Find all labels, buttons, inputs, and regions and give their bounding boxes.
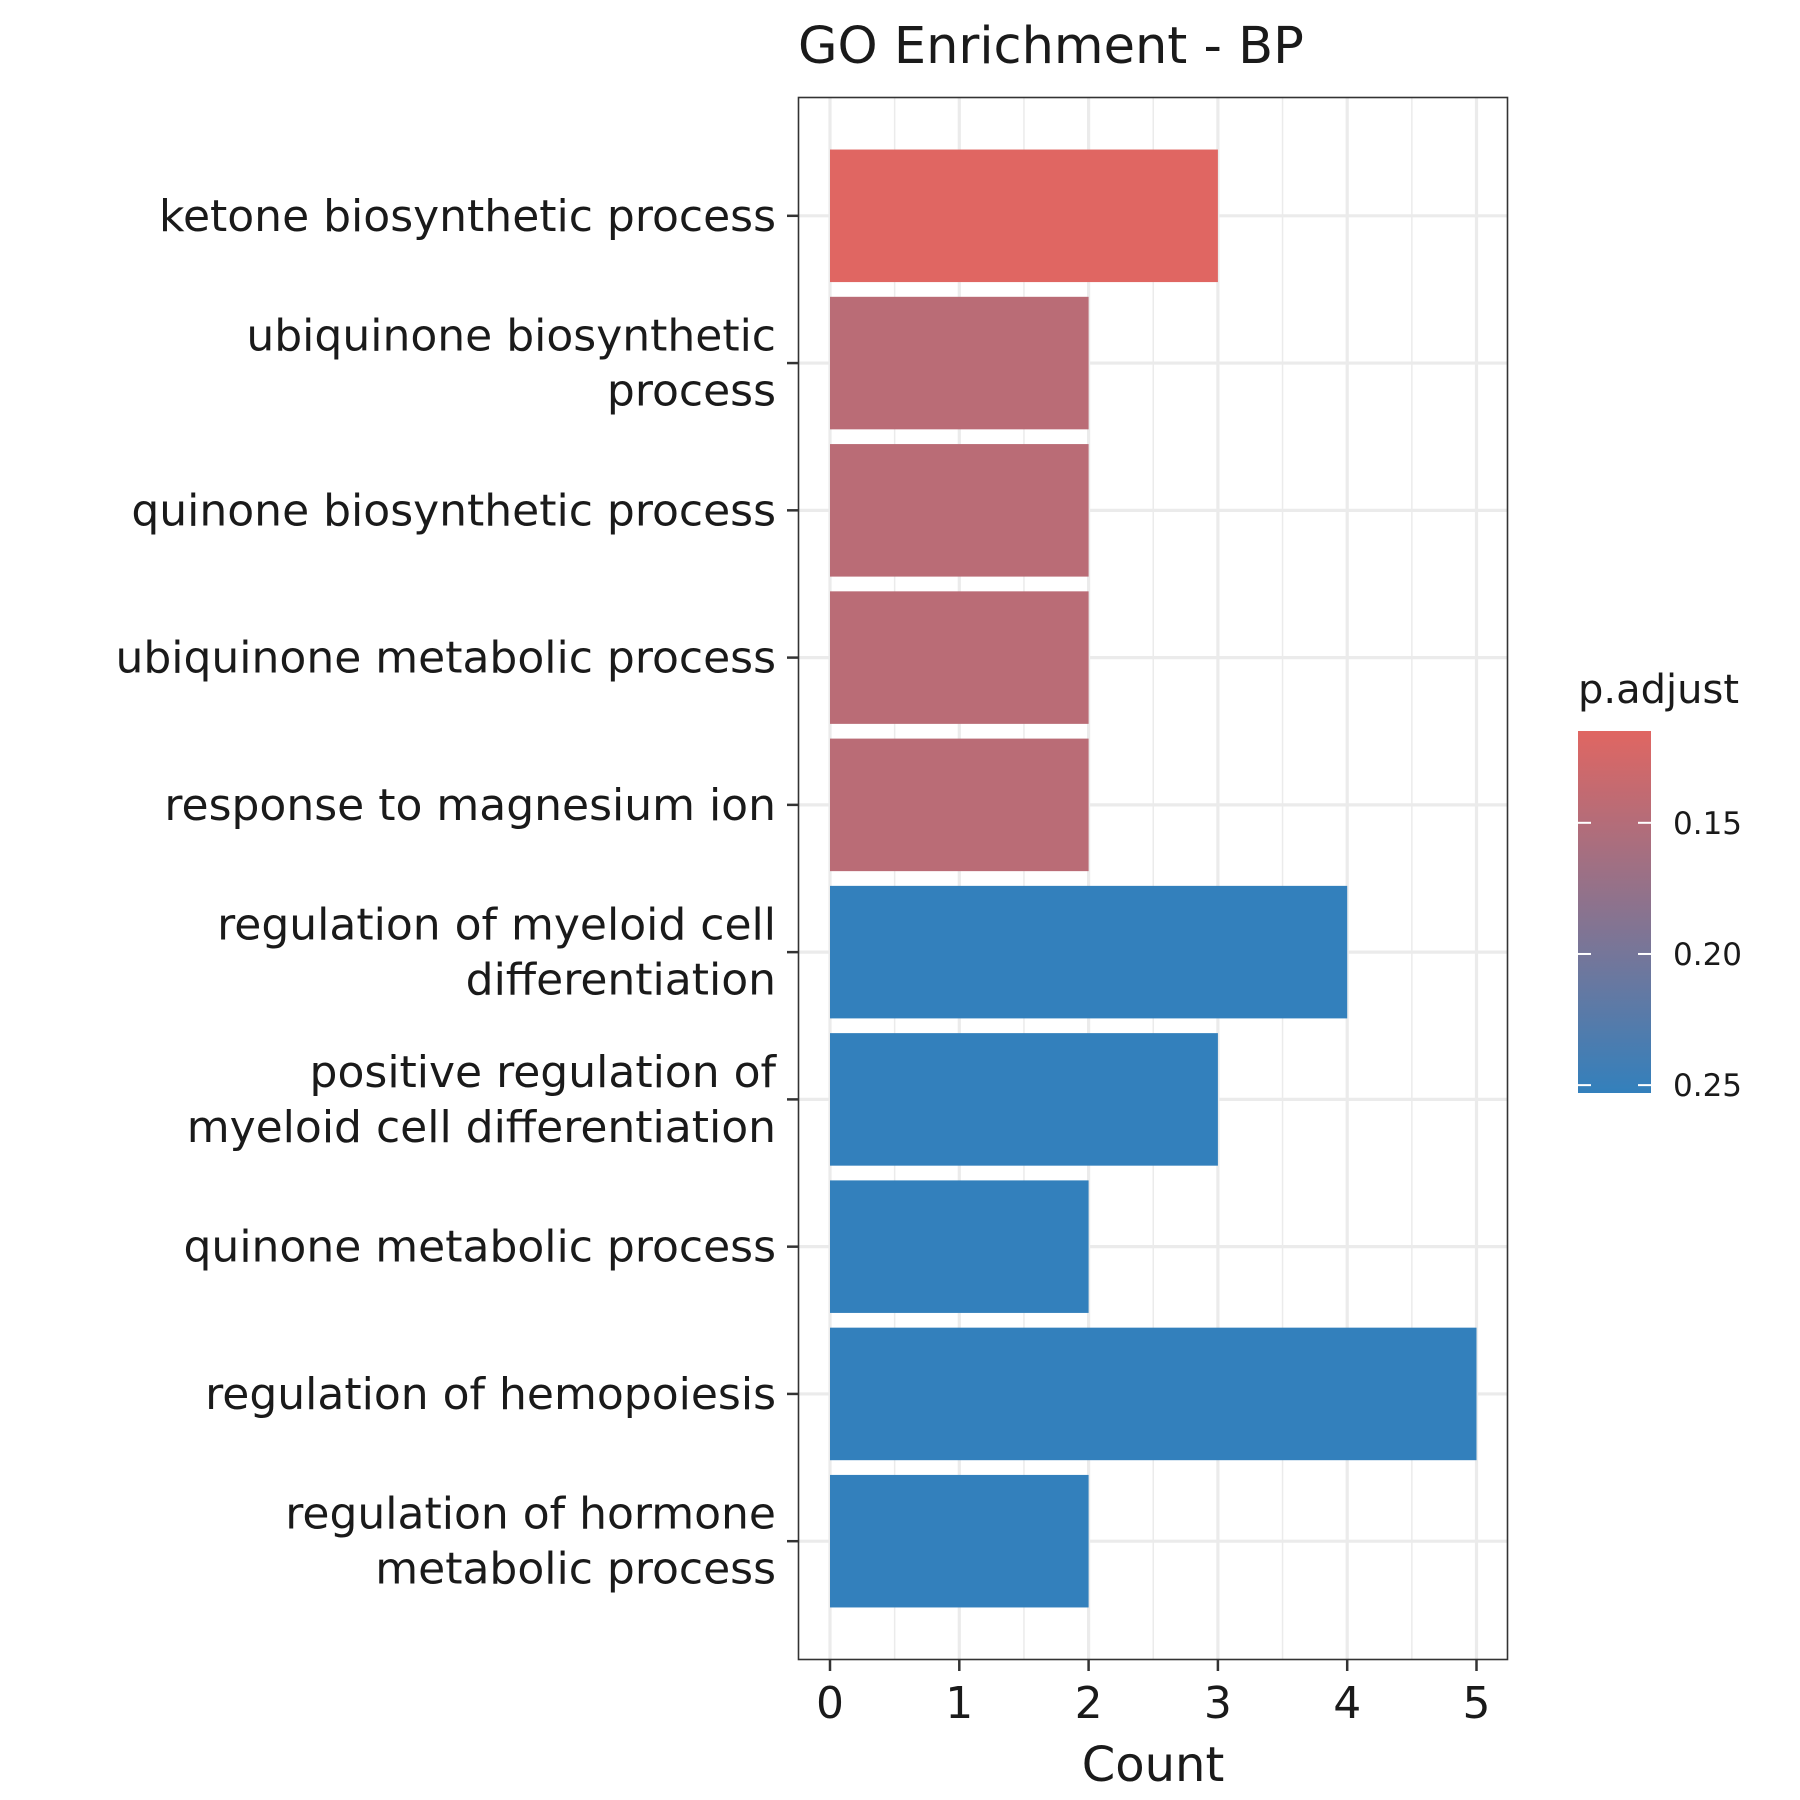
x-axis-title: Count bbox=[1082, 1737, 1225, 1793]
x-tick-label: 0 bbox=[816, 1678, 844, 1729]
bar bbox=[830, 1180, 1089, 1313]
y-axis: ketone biosynthetic process ubiquinone bi… bbox=[115, 191, 799, 1595]
bar bbox=[830, 1327, 1477, 1461]
y-tick-label: response to magnesium ion bbox=[164, 780, 776, 831]
bar bbox=[830, 1474, 1089, 1608]
y-tick-label: positive regulation of myeloid cell diffe… bbox=[187, 1047, 778, 1153]
legend-ticks: 0.15 0.20 0.25 bbox=[1578, 806, 1742, 1104]
x-tick-label: 2 bbox=[1075, 1678, 1103, 1729]
x-tick-label: 4 bbox=[1333, 1678, 1361, 1729]
x-axis: 0 1 2 3 4 5 bbox=[816, 1659, 1491, 1729]
y-tick-label: regulation of hormone metabolic process bbox=[285, 1489, 776, 1595]
x-tick-label: 5 bbox=[1463, 1678, 1491, 1729]
y-tick-label: quinone biosynthetic process bbox=[131, 485, 776, 536]
y-tick-label: regulation of hemopoiesis bbox=[205, 1369, 776, 1420]
x-tick-label: 1 bbox=[945, 1678, 973, 1729]
bars bbox=[830, 149, 1477, 1608]
legend-tick-label: 0.25 bbox=[1673, 1068, 1742, 1104]
legend-tick-label: 0.20 bbox=[1673, 937, 1742, 973]
bar bbox=[830, 444, 1089, 577]
bar bbox=[830, 885, 1348, 1019]
bar bbox=[830, 1033, 1218, 1166]
bar bbox=[830, 296, 1089, 430]
bar bbox=[830, 149, 1218, 283]
chart-title: GO Enrichment - BP bbox=[798, 17, 1304, 76]
y-tick-label: regulation of myeloid cell differentiatio… bbox=[217, 900, 776, 1006]
y-tick-label: ubiquinone biosynthetic process bbox=[246, 311, 776, 417]
legend-colorbar bbox=[1578, 731, 1651, 1093]
legend: p.adjust 0.15 0.20 0.25 bbox=[1578, 667, 1742, 1104]
x-tick-label: 3 bbox=[1204, 1678, 1232, 1729]
panel-border bbox=[797, 96, 1509, 1661]
legend-tick-label: 0.15 bbox=[1673, 806, 1742, 842]
y-tick-label: quinone metabolic process bbox=[184, 1222, 777, 1273]
bar bbox=[830, 738, 1089, 872]
y-tick-label: ketone biosynthetic process bbox=[159, 191, 776, 242]
bar bbox=[830, 591, 1089, 724]
y-tick-label: ubiquinone metabolic process bbox=[115, 633, 776, 684]
legend-title: p.adjust bbox=[1578, 667, 1739, 713]
